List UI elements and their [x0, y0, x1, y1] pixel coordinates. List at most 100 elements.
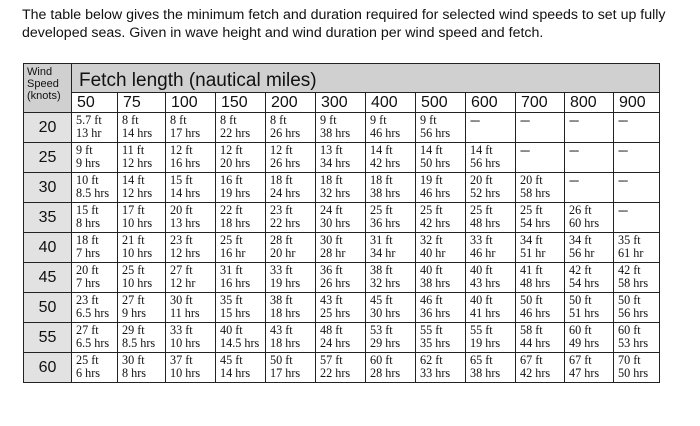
duration-value: 38 hrs [470, 366, 501, 380]
table-cell: 22 ft 18 hrs [215, 202, 266, 233]
duration-value: 43 hrs [470, 276, 501, 290]
duration-value: 47 hrs [569, 366, 600, 380]
duration-value: 16 hrs [170, 156, 201, 170]
table-cell: 53 ft 29 hrs [365, 322, 416, 353]
table-cell: 24 ft 30 hrs [315, 202, 366, 233]
duration-value: 18 hrs [220, 216, 251, 230]
table-cell: 13 ft 34 hrs [315, 142, 366, 173]
wave-height-value: 5.7 ft [76, 113, 102, 127]
fetch-header-cell: 500 [415, 92, 466, 113]
wave-height-value: 45 ft [370, 293, 393, 307]
wave-height-value: 60 ft [370, 353, 393, 367]
duration-value: 58 hrs [520, 186, 551, 200]
table-title-row: Wind Speed (knots) Fetch length (nautica… [23, 63, 660, 113]
wave-height-value: 26 ft [569, 203, 592, 217]
wave-height-value: --- [569, 143, 579, 157]
wave-height-value: 24 ft [320, 203, 343, 217]
wave-height-value: 20 ft [76, 263, 99, 277]
wave-height-value: --- [618, 113, 628, 127]
duration-value: 56 hrs [618, 306, 649, 320]
wave-height-value: 12 ft [170, 143, 193, 157]
wave-height-value: 43 ft [270, 323, 293, 337]
table-row: 25 9 ft 9 hrs 11 ft 12 hrs 12 ft 16 hrs 12 ft 20… [23, 142, 660, 173]
duration-value: 25 hrs [320, 306, 351, 320]
table-cell: 14 ft 56 hrs [465, 142, 516, 173]
duration-value: 8.5 hrs [76, 186, 110, 200]
duration-value: 36 hrs [370, 216, 401, 230]
table-cell: 67 ft 47 hrs [564, 352, 614, 383]
wave-height-value: 33 ft [270, 263, 293, 277]
duration-value: 56 hrs [420, 126, 451, 140]
wind-speed-cell: 30 [23, 172, 72, 203]
duration-value: 26 hrs [270, 156, 301, 170]
wave-height-value: 13 ft [320, 143, 343, 157]
fetch-header-cell: 75 [117, 92, 166, 113]
table-cell: 25 ft 6 hrs [71, 352, 118, 383]
table-cell: --- [613, 172, 660, 203]
table-cell: 37 ft 10 hrs [165, 352, 216, 383]
wave-height-value: 15 ft [170, 173, 193, 187]
duration-value: 24 hrs [320, 336, 351, 350]
duration-value: 28 hr [320, 246, 346, 260]
table-cell: 60 ft 49 hrs [564, 322, 614, 353]
duration-value: 30 hrs [320, 216, 351, 230]
table-cell: 20 ft 7 hrs [71, 262, 118, 293]
wave-height-value: 40 ft [420, 263, 443, 277]
duration-value: 14 hrs [220, 366, 251, 380]
wave-height-value: 8 ft [122, 113, 139, 127]
duration-value: 17 hrs [170, 126, 201, 140]
wave-height-value: 22 ft [220, 203, 243, 217]
duration-value: 24 hrs [270, 186, 301, 200]
table-cell: 9 ft 38 hrs [315, 112, 366, 143]
wave-height-value: 27 ft [76, 323, 99, 337]
table-row: 50 23 ft 6.5 hrs 27 ft 9 hrs 30 ft 11 hrs 35 ft… [23, 292, 660, 323]
table-cell: 8 ft 17 hrs [165, 112, 216, 143]
duration-value: 8 hrs [76, 216, 101, 230]
wave-height-value: 23 ft [170, 233, 193, 247]
table-cell: 25 ft 42 hrs [415, 202, 466, 233]
table-cell: 40 ft 14.5 hrs [215, 322, 266, 353]
wave-height-value: 65 ft [470, 353, 493, 367]
wave-height-value: 12 ft [220, 143, 243, 157]
fetch-header-cell: 150 [215, 92, 266, 113]
wave-height-value: --- [520, 143, 530, 157]
table-cell: 12 ft 20 hrs [215, 142, 266, 173]
table-cell: 8 ft 22 hrs [215, 112, 266, 143]
wave-height-value: 34 ft [569, 233, 592, 247]
fetch-header-cell: 700 [515, 92, 565, 113]
table-cell: 9 ft 56 hrs [415, 112, 466, 143]
fetch-header-cell: 400 [365, 92, 416, 113]
wave-height-value: 9 ft [420, 113, 437, 127]
duration-value: 14 hrs [170, 186, 201, 200]
table-cell: 60 ft 53 hrs [613, 322, 660, 353]
table-cell: 70 ft 50 hrs [613, 352, 660, 383]
table-cell: 35 ft 61 hr [613, 232, 660, 263]
table-cell: 32 ft 40 hr [415, 232, 466, 263]
table-cell: 14 ft 12 hrs [117, 172, 166, 203]
duration-value: 6.5 hrs [76, 306, 110, 320]
wave-height-value: --- [569, 173, 579, 187]
duration-value: 35 hrs [420, 336, 451, 350]
wave-height-value: 38 ft [270, 293, 293, 307]
wave-height-value: 20 ft [170, 203, 193, 217]
wave-height-value: 31 ft [220, 263, 243, 277]
table-cell: 16 ft 19 hrs [215, 172, 266, 203]
table-cell: 55 ft 19 hrs [465, 322, 516, 353]
table-cell: 58 ft 44 hrs [515, 322, 565, 353]
table-cell: 23 ft 12 hrs [165, 232, 216, 263]
intro-text: The table below gives the minimum fetch … [22, 7, 666, 41]
duration-value: 19 hrs [220, 186, 251, 200]
duration-value: 40 hr [420, 246, 446, 260]
table-cell: 26 ft 60 hrs [564, 202, 614, 233]
duration-value: 38 hrs [320, 126, 351, 140]
wave-height-value: 16 ft [220, 173, 243, 187]
table-cell: 20 ft 52 hrs [465, 172, 516, 203]
duration-value: 28 hrs [370, 366, 401, 380]
table-cell: 18 ft 38 hrs [365, 172, 416, 203]
wave-height-value: 8 ft [220, 113, 237, 127]
duration-value: 48 hrs [470, 216, 501, 230]
wave-height-value: 35 ft [220, 293, 243, 307]
fetch-header-cell: 100 [165, 92, 216, 113]
duration-value: 20 hrs [220, 156, 251, 170]
wave-height-value: 50 ft [520, 293, 543, 307]
